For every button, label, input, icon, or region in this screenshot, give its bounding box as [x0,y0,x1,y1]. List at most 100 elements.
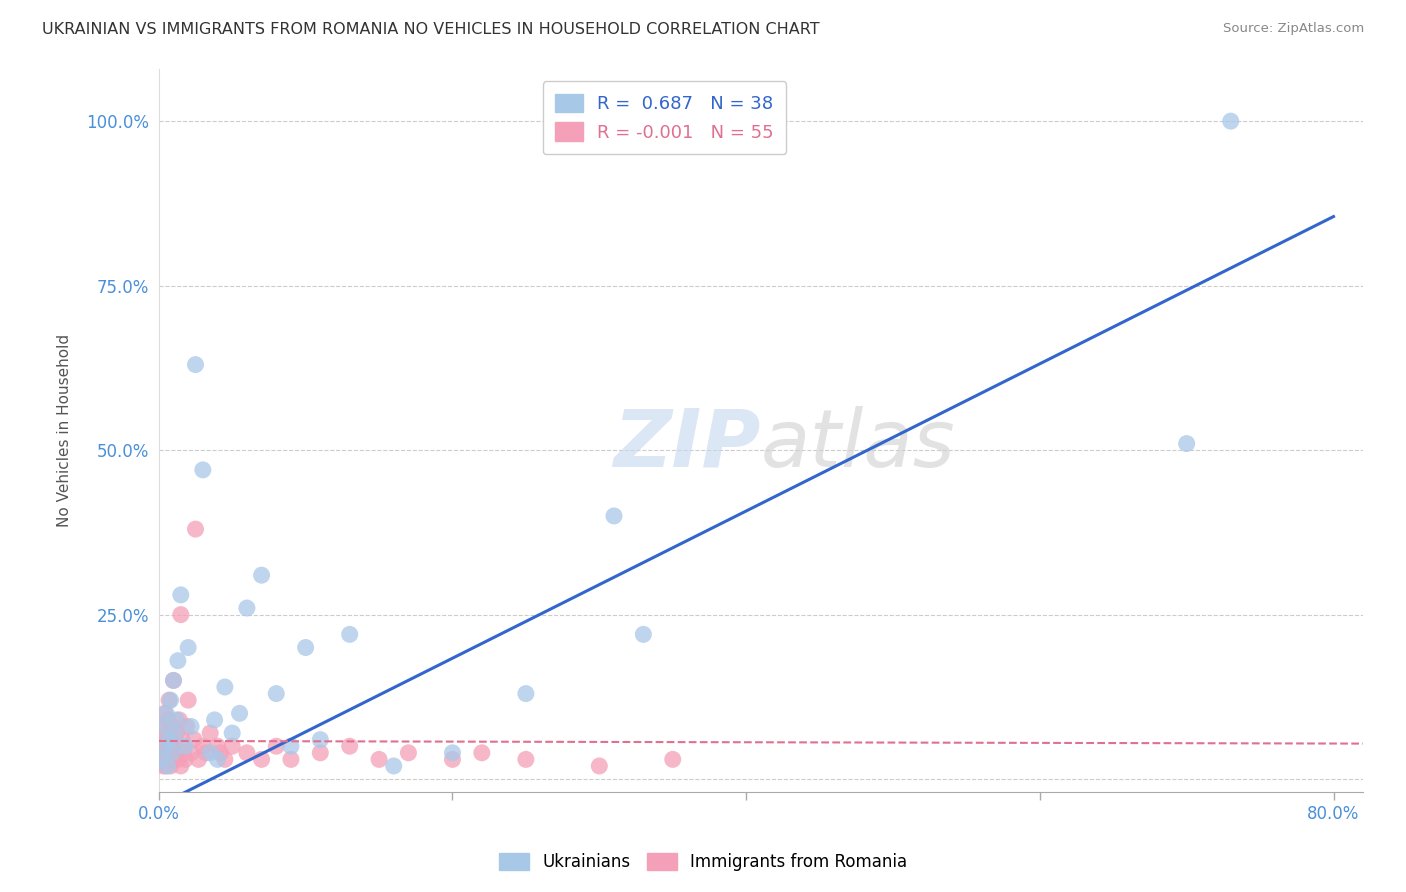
Point [603,508,626,523]
Point [207,739,229,754]
Point [633,627,655,641]
Point [309,746,332,760]
Point [150,719,173,733]
Point [368,752,391,766]
Point [184,358,207,372]
Point [167,752,190,766]
Point [214,680,236,694]
Text: atlas: atlas [761,406,956,483]
Point [176,719,198,733]
Point [221,739,243,754]
Point [184,522,207,536]
Point [180,719,202,733]
Point [153,706,176,721]
Point [515,752,537,766]
Point [280,739,302,754]
Legend: R =  0.687   N = 38, R = -0.001   N = 55: R = 0.687 N = 38, R = -0.001 N = 55 [543,81,786,154]
Point [162,673,184,688]
Point [177,693,200,707]
Point [152,719,174,733]
Point [153,739,176,754]
Point [1219,114,1241,128]
Point [155,759,177,773]
Point [177,640,200,655]
Point [441,746,464,760]
Point [174,752,197,766]
Point [169,713,191,727]
Point [150,752,173,766]
Point [156,713,179,727]
Point [156,752,179,766]
Point [183,732,205,747]
Point [471,746,494,760]
Point [294,640,316,655]
Point [160,719,183,733]
Point [170,759,193,773]
Point [163,726,186,740]
Point [264,739,287,754]
Point [209,746,232,760]
Point [152,759,174,773]
Y-axis label: No Vehicles in Household: No Vehicles in Household [58,334,72,527]
Point [160,746,183,760]
Point [170,607,193,622]
Text: Source: ZipAtlas.com: Source: ZipAtlas.com [1223,22,1364,36]
Point [661,752,683,766]
Legend: Ukrainians, Immigrants from Romania: Ukrainians, Immigrants from Romania [491,845,915,880]
Point [339,627,361,641]
Point [155,726,177,740]
Point [155,739,177,754]
Point [382,759,405,773]
Text: UKRAINIAN VS IMMIGRANTS FROM ROMANIA NO VEHICLES IN HOUSEHOLD CORRELATION CHART: UKRAINIAN VS IMMIGRANTS FROM ROMANIA NO … [42,22,820,37]
Point [198,746,221,760]
Point [187,752,209,766]
Point [157,746,180,760]
Point [396,746,419,760]
Point [159,693,181,707]
Point [162,673,184,688]
Point [204,713,226,727]
Point [309,732,332,747]
Point [180,746,202,760]
Point [170,588,193,602]
Point [250,568,273,582]
Point [174,739,197,754]
Point [1175,436,1198,450]
Point [152,732,174,747]
Point [250,752,273,766]
Point [264,687,287,701]
Point [162,739,184,754]
Point [150,752,173,766]
Point [159,759,181,773]
Point [214,752,236,766]
Point [157,732,180,747]
Point [172,732,194,747]
Point [194,746,217,760]
Point [207,752,229,766]
Point [165,713,187,727]
Point [228,706,250,721]
Point [155,706,177,721]
Point [165,726,187,740]
Point [149,739,172,754]
Text: ZIP: ZIP [613,406,761,483]
Point [198,726,221,740]
Point [157,693,180,707]
Point [191,739,214,754]
Point [153,746,176,760]
Point [191,463,214,477]
Point [163,746,186,760]
Point [441,752,464,766]
Point [221,726,243,740]
Point [236,746,259,760]
Point [156,759,179,773]
Point [173,746,195,760]
Point [160,752,183,766]
Point [236,601,259,615]
Point [339,739,361,754]
Point [515,687,537,701]
Point [280,752,302,766]
Point [167,654,190,668]
Point [588,759,610,773]
Point [159,732,181,747]
